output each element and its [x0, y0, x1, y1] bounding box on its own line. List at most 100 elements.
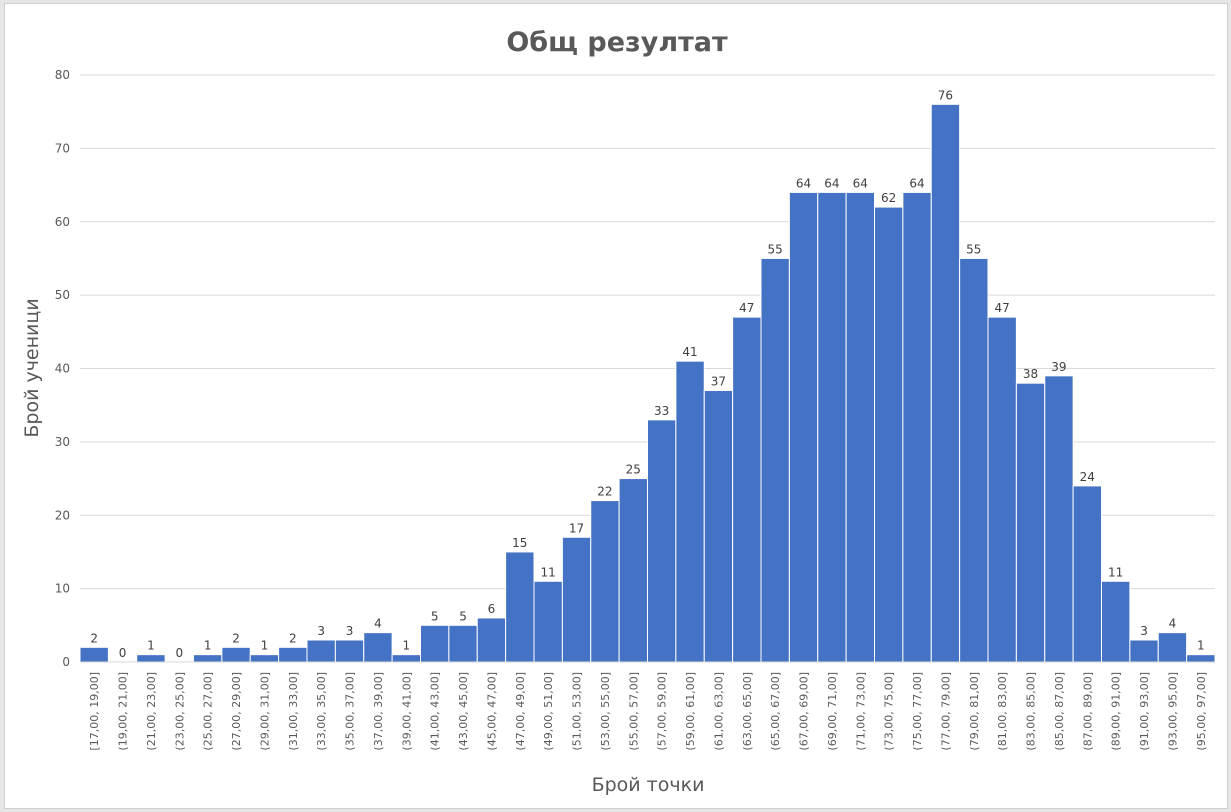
bar-value-label: 55 — [966, 242, 981, 256]
y-tick-label: 40 — [55, 362, 70, 376]
x-category-label: (55,00, 57,00] — [627, 672, 640, 751]
histogram-bar — [1044, 375, 1074, 663]
histogram-bar — [1101, 580, 1131, 663]
bar-value-label: 0 — [119, 646, 127, 660]
bar-value-label: 1 — [261, 639, 269, 653]
bar-value-label: 64 — [853, 176, 868, 190]
histogram-bar — [902, 191, 932, 663]
bar-value-label: 47 — [739, 301, 754, 315]
x-category-label: (27,00, 29,00] — [230, 672, 243, 751]
y-tick-label: 10 — [55, 582, 70, 596]
histogram-bar — [817, 191, 847, 663]
x-category-label: (89,00, 91,00] — [1110, 672, 1123, 751]
bar-value-label: 15 — [512, 536, 527, 550]
bar-value-label: 41 — [682, 345, 697, 359]
histogram-bar — [561, 536, 592, 663]
histogram-bar — [420, 624, 450, 663]
bar-value-label: 2 — [289, 631, 297, 645]
histogram-bar — [136, 654, 166, 663]
x-category-label: (83,00, 85,00] — [1025, 672, 1038, 751]
x-category-label: (33,00, 35,00] — [315, 672, 328, 751]
x-category-label: (95,00, 97,00] — [1195, 672, 1208, 751]
y-tick-label: 60 — [55, 215, 70, 229]
bar-value-label: 3 — [346, 624, 354, 638]
bar-value-label: 76 — [938, 88, 953, 102]
y-tick-label: 0 — [62, 655, 70, 669]
x-category-label: (59,00, 61,00] — [684, 672, 697, 751]
histogram-bar — [391, 654, 421, 663]
histogram-bar — [221, 646, 251, 663]
x-category-label: (21,00, 23,00] — [145, 672, 158, 751]
bar-value-label: 37 — [711, 375, 726, 389]
bar-value-label: 5 — [459, 609, 467, 623]
bar-value-label: 62 — [881, 191, 896, 205]
x-category-label: (87,00, 89,00] — [1081, 672, 1094, 751]
x-category-label: (63,00, 65,00] — [741, 672, 754, 751]
histogram-bar — [193, 654, 223, 663]
bar-value-label: 64 — [909, 176, 924, 190]
bar-value-label: 39 — [1051, 360, 1066, 374]
x-category-label: (49,00, 51,00] — [542, 672, 555, 751]
chart-title: Общ резултат — [506, 27, 728, 58]
x-category-label: (79,00, 81,00] — [968, 672, 981, 751]
x-category-label: (69,00, 71,00] — [826, 672, 839, 751]
histogram-bar — [1157, 632, 1188, 663]
histogram-bar — [476, 617, 507, 663]
bar-value-label: 64 — [824, 176, 839, 190]
histogram-bar — [987, 316, 1017, 663]
x-category-label: [17,00, 19,00] — [88, 672, 101, 751]
bar-value-label: 4 — [374, 617, 382, 631]
x-category-label: (57,00, 59,00] — [656, 672, 669, 751]
x-category-label: (29,00, 31,00] — [258, 672, 271, 751]
bar-value-label: 24 — [1080, 470, 1095, 484]
x-category-label: (67,00, 69,00] — [798, 672, 811, 751]
histogram-bar — [306, 639, 336, 663]
bar-value-label: 64 — [796, 176, 811, 190]
histogram-bar — [618, 478, 648, 663]
x-category-label: (91,00, 93,00] — [1138, 672, 1151, 751]
x-category-label: (61,00, 63,00] — [712, 672, 725, 751]
x-category-label: (37,00, 39,00] — [372, 672, 385, 751]
y-tick-label: 70 — [55, 141, 70, 155]
x-category-label: (35,00, 37,00] — [344, 672, 357, 751]
bar-value-label: 6 — [488, 602, 496, 616]
x-category-label: (85,00, 87,00] — [1053, 672, 1066, 751]
histogram-bar — [505, 551, 535, 663]
bar-value-label: 33 — [654, 404, 669, 418]
x-category-label: (53,00, 55,00] — [599, 672, 612, 751]
x-category-label: (47,00, 49,00] — [514, 672, 527, 751]
x-axis-categories: [17,00, 19,00] (19,00, 21,00] (21,00, 23,0… — [88, 672, 1208, 751]
y-tick-label: 80 — [55, 68, 70, 82]
histogram-bar — [278, 646, 308, 663]
bar-value-label: 3 — [317, 624, 325, 638]
histogram-bar — [959, 257, 989, 663]
bar-value-label: 25 — [626, 463, 641, 477]
bar-value-label: 1 — [402, 639, 410, 653]
x-category-label: (45,00, 47,00] — [485, 672, 498, 751]
y-axis-ticks: 0 10 20 30 40 50 60 70 80 — [55, 68, 70, 669]
y-tick-label: 50 — [55, 288, 70, 302]
x-category-label: (25,00, 27,00] — [202, 672, 215, 751]
histogram-bar — [363, 632, 393, 663]
bar-value-label: 17 — [569, 521, 584, 535]
histogram-bar — [334, 639, 365, 663]
bar-value-label: 1 — [204, 639, 212, 653]
histogram-bar — [1072, 485, 1102, 663]
histogram-bar — [788, 191, 819, 663]
bar-value-label: 0 — [175, 646, 183, 660]
y-axis-title: Брой ученици — [21, 298, 43, 437]
y-tick-label: 20 — [55, 508, 70, 522]
histogram-bar — [732, 316, 762, 663]
x-category-label: (23,00, 25,00] — [173, 672, 186, 751]
bar-value-label: 1 — [1197, 639, 1205, 653]
bar-value-label: 2 — [90, 631, 98, 645]
x-category-label: (65,00, 67,00] — [769, 672, 782, 751]
x-category-label: (51,00, 53,00] — [571, 672, 584, 751]
histogram-bar — [703, 390, 734, 663]
histogram-bar — [533, 580, 563, 663]
bar-value-label: 5 — [431, 609, 439, 623]
histogram-bar — [1015, 382, 1046, 663]
bar-value-label: 11 — [541, 565, 556, 579]
x-category-label: (41,00, 43,00] — [429, 672, 442, 751]
